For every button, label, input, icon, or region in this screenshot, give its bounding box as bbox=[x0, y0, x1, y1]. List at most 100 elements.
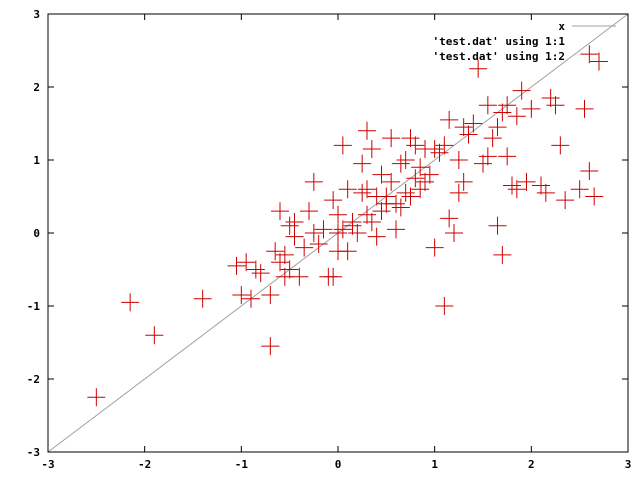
x-tick-label: 1 bbox=[431, 458, 438, 471]
data-point bbox=[585, 187, 604, 206]
data-point bbox=[493, 103, 512, 122]
legend-label: 'test.dat' using 1:1 bbox=[433, 35, 566, 48]
data-point bbox=[329, 224, 347, 242]
data-point bbox=[121, 293, 140, 312]
data-point bbox=[237, 253, 256, 272]
data-point bbox=[309, 234, 328, 253]
x-tick-label: -3 bbox=[41, 458, 54, 471]
data-point bbox=[469, 59, 488, 78]
data-point bbox=[372, 202, 391, 221]
data-point bbox=[488, 118, 507, 137]
data-point bbox=[454, 118, 473, 137]
data-point bbox=[193, 289, 212, 308]
data-point bbox=[387, 194, 405, 213]
y-axis: -3 -2 -1 0 1 2 3 bbox=[27, 8, 628, 459]
data-point bbox=[367, 227, 386, 246]
legend-label: x bbox=[558, 20, 565, 33]
data-point bbox=[87, 388, 106, 407]
data-point bbox=[358, 180, 376, 199]
data-point bbox=[411, 158, 430, 177]
data-point bbox=[401, 129, 420, 148]
data-point bbox=[329, 205, 347, 224]
y-tick-label: -2 bbox=[27, 373, 40, 386]
x-tick-label: 3 bbox=[625, 458, 632, 471]
x-tick-label: 2 bbox=[528, 458, 535, 471]
data-point bbox=[266, 242, 285, 261]
data-point bbox=[246, 260, 265, 279]
data-point bbox=[261, 337, 280, 356]
data-point bbox=[391, 198, 410, 217]
data-point bbox=[314, 220, 333, 239]
y-tick-label: -1 bbox=[27, 300, 41, 313]
data-point bbox=[261, 286, 280, 305]
data-point bbox=[474, 154, 492, 173]
data-point bbox=[580, 45, 599, 64]
data-point bbox=[416, 172, 434, 191]
data-point bbox=[580, 161, 599, 180]
data-point bbox=[382, 172, 401, 191]
data-point bbox=[362, 213, 381, 232]
data-point bbox=[435, 297, 454, 315]
data-point bbox=[358, 205, 376, 224]
y-tick-label: -3 bbox=[27, 446, 40, 459]
data-point bbox=[271, 253, 289, 272]
data-point bbox=[512, 81, 531, 100]
data-point bbox=[459, 125, 478, 144]
data-point bbox=[575, 99, 594, 118]
data-point bbox=[382, 129, 401, 148]
data-point bbox=[304, 224, 323, 242]
data-point bbox=[227, 256, 246, 275]
data-point bbox=[406, 169, 425, 188]
data-point bbox=[440, 209, 459, 228]
data-point bbox=[440, 110, 459, 129]
data-point bbox=[242, 289, 260, 308]
data-point bbox=[517, 172, 536, 191]
data-point bbox=[232, 286, 251, 305]
data-point bbox=[411, 180, 430, 199]
data-point bbox=[358, 121, 376, 140]
data-point bbox=[551, 136, 570, 155]
data-point bbox=[285, 213, 304, 232]
data-point bbox=[396, 183, 415, 202]
data-point bbox=[449, 183, 468, 202]
points-layer bbox=[87, 45, 608, 407]
data-point bbox=[498, 147, 517, 166]
data-point bbox=[435, 136, 454, 155]
data-point bbox=[498, 96, 517, 115]
data-point bbox=[275, 245, 294, 264]
x-tick-label: -2 bbox=[138, 458, 151, 471]
y-tick-label: 0 bbox=[33, 227, 40, 240]
data-point bbox=[280, 260, 299, 279]
data-point bbox=[556, 191, 575, 210]
data-point bbox=[488, 216, 507, 235]
data-point bbox=[570, 180, 589, 199]
data-point bbox=[445, 224, 463, 242]
data-point bbox=[546, 96, 565, 115]
data-point bbox=[536, 183, 555, 202]
data-point bbox=[300, 202, 318, 221]
data-point bbox=[362, 140, 381, 159]
data-point bbox=[401, 187, 420, 206]
data-point bbox=[333, 136, 352, 155]
data-point bbox=[290, 267, 309, 286]
data-point bbox=[503, 176, 521, 195]
data-point bbox=[333, 220, 352, 239]
data-point bbox=[372, 165, 391, 184]
data-point bbox=[324, 267, 343, 286]
data-point bbox=[541, 88, 560, 107]
x-tick-label: -1 bbox=[235, 458, 249, 471]
data-point bbox=[464, 114, 483, 133]
data-point bbox=[425, 140, 444, 159]
data-point bbox=[348, 224, 367, 242]
data-point bbox=[396, 151, 415, 169]
data-point bbox=[391, 154, 410, 173]
data-point bbox=[478, 96, 497, 115]
data-point bbox=[387, 220, 405, 239]
legend: x 'test.dat' using 1:1 'test.dat' using 1:… bbox=[433, 20, 616, 63]
data-point bbox=[425, 238, 444, 257]
data-point bbox=[304, 172, 323, 191]
data-point bbox=[430, 143, 449, 162]
data-point bbox=[145, 326, 164, 345]
data-point bbox=[324, 191, 343, 210]
